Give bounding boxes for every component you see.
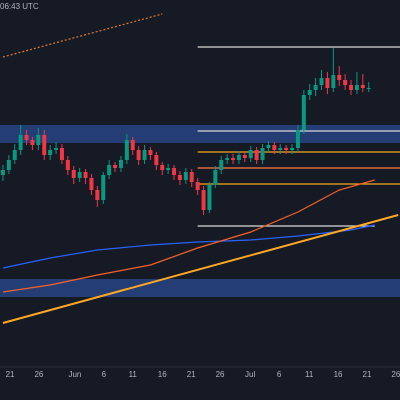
candle-body: [118, 160, 123, 168]
candle-body: [319, 78, 324, 85]
candle-body: [6, 160, 11, 170]
candle-body: [266, 145, 271, 148]
overlay-line: [2, 214, 399, 324]
candle-body: [195, 182, 200, 190]
overlay-line: [2, 179, 375, 293]
x-tick-label: 11: [305, 370, 314, 379]
candle-body: [337, 75, 342, 80]
candle-body: [166, 168, 171, 170]
x-tick-label: 16: [334, 370, 343, 379]
candle-body: [83, 172, 88, 178]
candle-body: [325, 78, 330, 88]
candle-body: [30, 140, 35, 145]
overlay-line: [2, 13, 163, 58]
candle-body: [42, 135, 47, 155]
x-tick-label: 6: [102, 370, 107, 379]
candle-body: [254, 150, 259, 160]
candle-body: [142, 150, 147, 160]
x-tick-label: 11: [129, 370, 138, 379]
candle-body: [201, 190, 206, 210]
candle-body: [260, 148, 265, 160]
candle-body: [48, 150, 53, 155]
candle-body: [24, 135, 29, 140]
plot-area: [0, 13, 400, 324]
candle-body: [101, 175, 106, 200]
candle-body: [219, 160, 224, 170]
candle-body: [236, 155, 241, 160]
x-tick-label: 21: [363, 370, 372, 379]
candle-body: [36, 135, 41, 145]
candle-body: [172, 168, 177, 175]
x-tick-label: 26: [34, 370, 43, 379]
candle-body: [107, 165, 112, 175]
candle-body: [301, 95, 306, 130]
candle-body: [71, 170, 76, 178]
candle-body: [290, 148, 295, 150]
candle-body: [313, 85, 318, 90]
candle-body: [278, 148, 283, 150]
x-tick-label: Jun: [68, 370, 81, 379]
candle-body: [189, 172, 194, 182]
x-tick-label: Jul: [245, 370, 255, 379]
candle-body: [360, 85, 365, 88]
candle-body: [366, 88, 371, 89]
candle-body: [130, 140, 135, 150]
candle-body: [354, 85, 359, 90]
candle-body: [124, 140, 129, 160]
candle-body: [148, 150, 153, 155]
candle-body: [272, 145, 277, 150]
candle-body: [295, 130, 300, 148]
candle-body: [349, 85, 354, 90]
candle-body: [331, 75, 336, 88]
candle-body: [183, 172, 188, 180]
candle-body: [59, 148, 64, 160]
candle-body: [248, 150, 253, 158]
candle-body: [136, 150, 141, 160]
x-tick-label: 16: [158, 370, 167, 379]
x-tick-label: 21: [187, 370, 196, 379]
candle-body: [18, 135, 23, 150]
candle-body: [242, 155, 247, 158]
candle-body: [177, 175, 182, 180]
candle-body: [213, 170, 218, 185]
x-tick-label: 26: [216, 370, 225, 379]
candle-body: [225, 158, 230, 160]
candle-body: [113, 165, 118, 168]
timestamp: 06:43 UTC: [0, 2, 39, 11]
candle-body: [12, 150, 17, 160]
candle-body: [307, 90, 312, 95]
candle-body: [207, 185, 212, 210]
candle-body: [54, 148, 59, 150]
candle-body: [95, 190, 100, 200]
candle-body: [89, 178, 94, 190]
zone: [0, 125, 400, 143]
candle-body: [154, 155, 159, 165]
candle-body: [65, 160, 70, 170]
x-tick-label: 26: [391, 370, 400, 379]
x-tick-label: 6: [277, 370, 282, 379]
zone: [0, 279, 400, 297]
candle-body: [77, 172, 82, 178]
candle-body: [0, 170, 5, 175]
x-tick-label: 21: [6, 370, 15, 379]
candle-body: [160, 165, 165, 170]
candle-body: [231, 158, 236, 160]
candle-body: [284, 148, 289, 150]
candle-body: [343, 80, 348, 85]
